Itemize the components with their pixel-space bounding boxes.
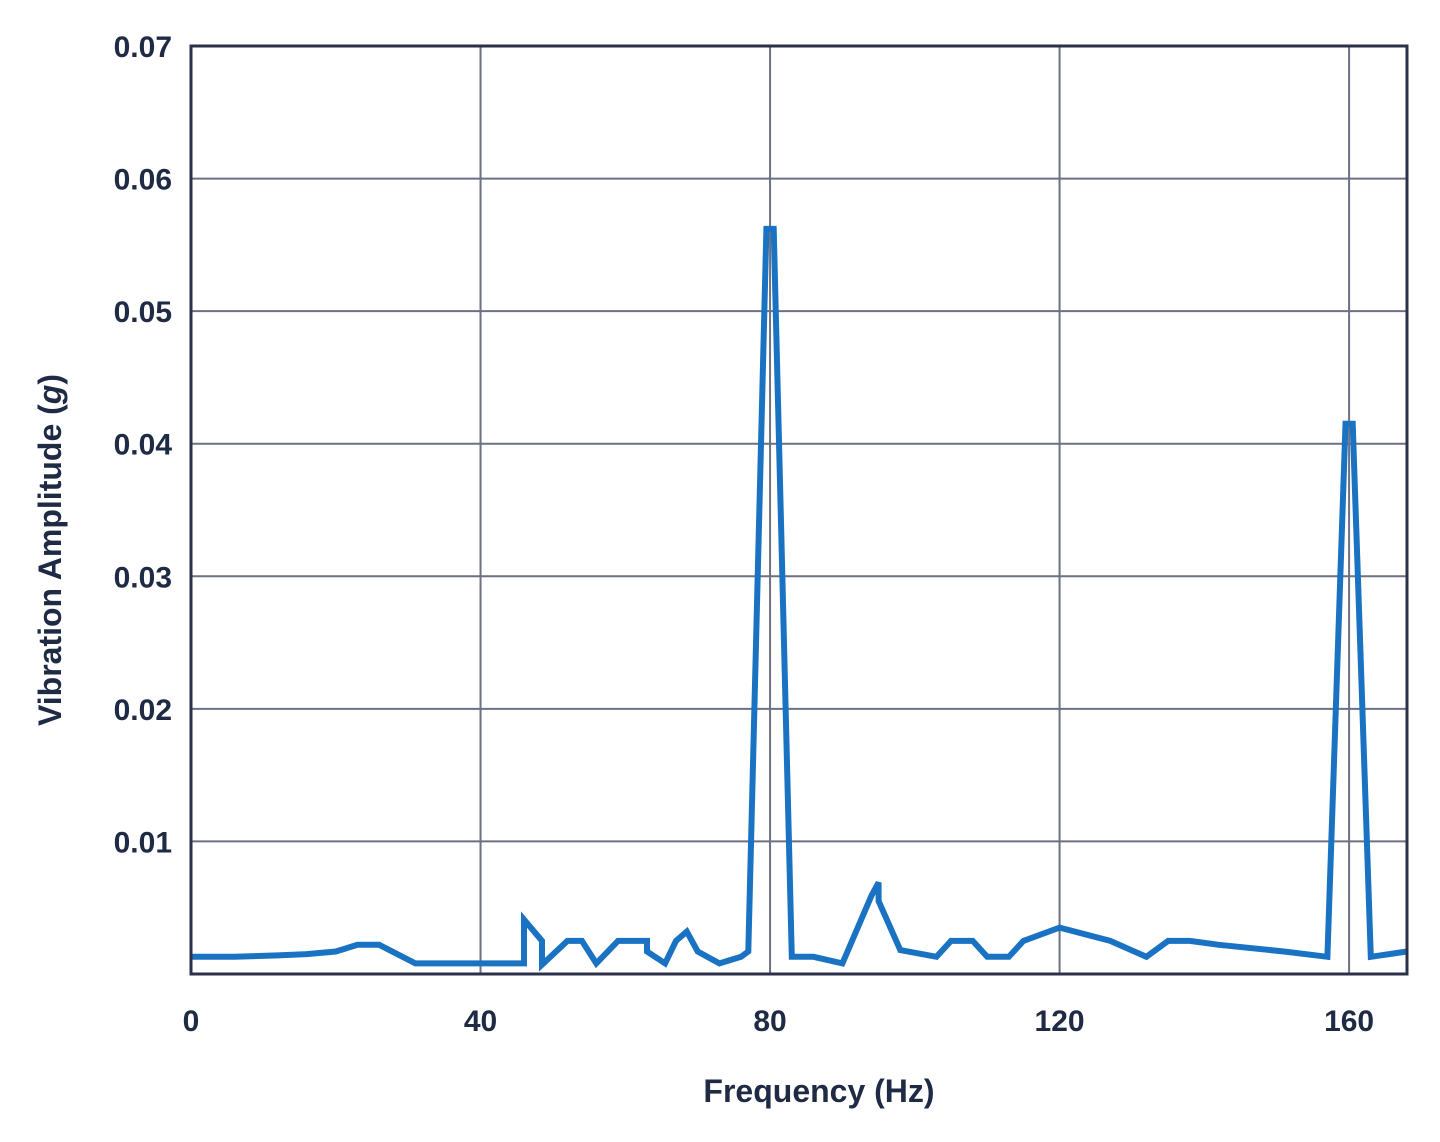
grid-lines (191, 45, 1407, 974)
x-tick-label: 40 (464, 1005, 497, 1038)
x-tick-label: 0 (183, 1005, 200, 1038)
y-tick-label: 0.05 (114, 296, 172, 329)
y-tick-label: 0.07 (114, 31, 172, 64)
x-tick-label: 160 (1324, 1005, 1374, 1038)
series-line (191, 225, 1408, 972)
x-axis-label: Frequency (Hz) (703, 1073, 934, 1109)
plot-frame (189, 44, 1409, 976)
y-tick-label: 0.03 (114, 561, 172, 594)
y-axis-label-main: Vibration Amplitude ( (32, 404, 68, 726)
data-layer (191, 225, 1408, 972)
x-tick-label: 120 (1035, 1005, 1085, 1038)
y-tick-labels: 0.01 0.02 0.03 0.04 0.05 0.06 0.07 (114, 31, 173, 859)
x-tick-label: 80 (753, 1005, 786, 1038)
y-tick-label: 0.01 (114, 826, 172, 859)
y-tick-label: 0.06 (114, 164, 172, 197)
y-tick-label: 0.04 (114, 429, 173, 462)
y-tick-label: 0.02 (114, 694, 172, 727)
y-axis-label-unit: g (32, 385, 68, 406)
y-axis-label-close: ) (32, 374, 68, 385)
y-axis-label: Vibration Amplitude (g) (32, 374, 68, 726)
x-tick-labels: 0 40 80 120 160 (183, 1005, 1374, 1038)
